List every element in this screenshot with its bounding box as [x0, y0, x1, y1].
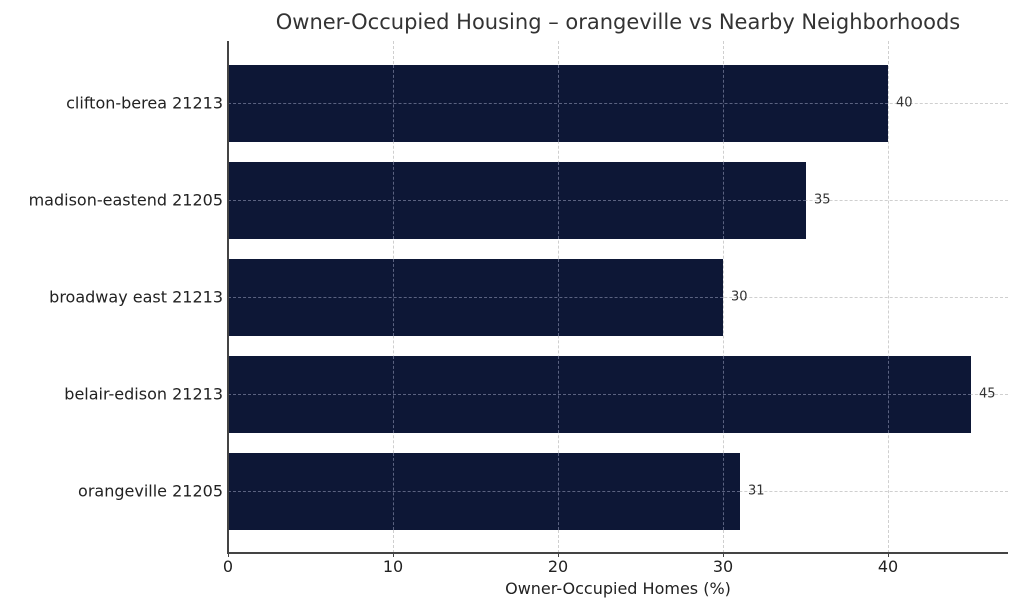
y-axis-line	[227, 41, 229, 554]
plot-area: 40 35 30 45 31	[228, 41, 1008, 553]
x-axis-line	[227, 552, 1008, 554]
x-tick-mark-10	[393, 553, 394, 557]
y-tick-label-orangeville: orangeville 21205	[78, 481, 223, 501]
y-tick-label-belair-edison: belair-edison 21213	[64, 384, 223, 404]
x-tick-label-0: 0	[222, 557, 234, 576]
chart-title: Owner-Occupied Housing – orangeville vs …	[275, 10, 961, 34]
x-tick-label-20: 20	[547, 557, 569, 576]
y-tick-label-broadway-east: broadway east 21213	[49, 287, 223, 307]
x-tick-label-30: 30	[712, 557, 734, 576]
bar-madison-eastend	[228, 162, 806, 239]
x-tick-mark-40	[888, 553, 889, 557]
y-tick-label-clifton-berea: clifton-berea 21213	[66, 93, 223, 113]
x-tick-label-10: 10	[382, 557, 404, 576]
bar-belair-edison	[228, 356, 971, 433]
bar-orangeville	[228, 453, 740, 530]
bar-broadway-east	[228, 259, 723, 336]
value-label-orangeville: 31	[748, 483, 765, 499]
bar-clifton-berea	[228, 65, 888, 142]
value-label-clifton-berea: 40	[896, 95, 913, 111]
value-label-broadway-east: 30	[731, 289, 748, 305]
value-label-belair-edison: 45	[979, 386, 996, 402]
x-tick-label-40: 40	[877, 557, 899, 576]
x-tick-mark-0	[228, 553, 229, 557]
x-tick-mark-30	[723, 553, 724, 557]
value-label-madison-eastend: 35	[814, 192, 831, 208]
x-axis-label: Owner-Occupied Homes (%)	[505, 579, 731, 598]
x-tick-mark-20	[558, 553, 559, 557]
y-tick-label-madison-eastend: madison-eastend 21205	[28, 190, 223, 210]
